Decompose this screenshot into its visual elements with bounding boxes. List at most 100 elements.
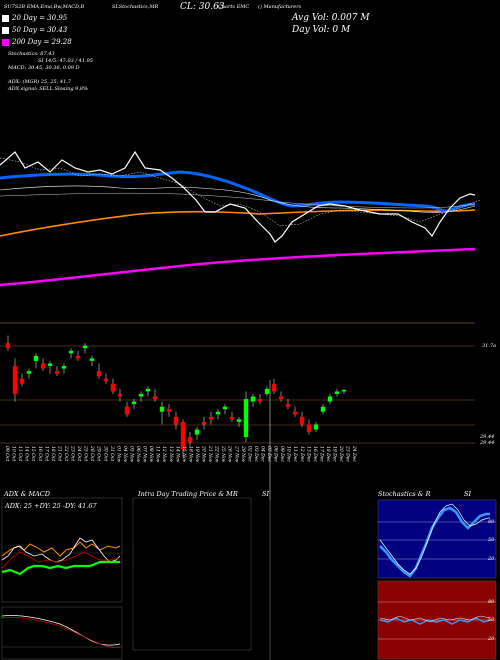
candle-body	[5, 343, 11, 349]
date-tick-label: 25 Nov	[220, 445, 226, 463]
candle-body	[187, 437, 193, 443]
legend-50-day: 50 Day = 30.43	[2, 26, 67, 34]
mr-blue-line	[379, 617, 491, 625]
adx-panel-box	[1, 497, 123, 603]
date-tick-label: 07 Nov	[142, 446, 148, 463]
date-tick-label: 31 Oct	[109, 446, 115, 461]
adx-panel-readout: ADX: 25 +DY: 25 -DY: 41.67	[5, 502, 97, 510]
candle-body	[117, 393, 123, 397]
candle-body	[75, 355, 81, 359]
adx-green-line	[1, 560, 120, 576]
adx-red-line	[1, 551, 121, 569]
macd-red-line	[1, 617, 121, 648]
date-tick-label: 15 Oct	[30, 446, 36, 461]
date-tick-label: 27 Nov	[233, 445, 239, 463]
candle-body	[145, 388, 151, 392]
ema-50-line	[0, 209, 476, 237]
date-tick-label: 21 Nov	[207, 445, 213, 463]
candle-body	[47, 363, 53, 367]
mr-tick-80: 80	[488, 599, 495, 605]
date-tick-label: 26 Nov	[227, 445, 233, 463]
candle-body	[313, 424, 319, 430]
date-tick-label: 11 Dec	[292, 446, 298, 462]
legend-200-day: 200 Day = 29.28	[2, 38, 72, 46]
adx-readout: ADX: (MGR) 25, 25, 41.7	[8, 79, 72, 85]
candle-body	[103, 378, 109, 382]
date-tick-label: 01 Nov	[115, 446, 121, 463]
date-tick-label: 23 Oct	[70, 445, 76, 461]
date-tick-label: 14 Oct	[24, 446, 30, 461]
adx-white-line	[1, 537, 121, 563]
candle-body	[61, 366, 67, 369]
date-tick-label: 06 Dec	[273, 446, 279, 462]
candle-body	[26, 371, 32, 374]
stoch-tick-20: 20	[488, 556, 495, 562]
candle-body	[215, 411, 221, 415]
date-tick-label: 30 Oct	[102, 446, 108, 461]
candle-body	[110, 383, 116, 392]
date-tick-label: 18 Nov	[187, 446, 193, 463]
date-tick-label: 22 Oct	[63, 445, 69, 461]
candle-body	[194, 429, 200, 435]
date-tick-label: 19 Dec	[332, 446, 338, 462]
stochastics-panel-title: Stochastics & R	[378, 490, 431, 498]
macd-readout: MACD: 30.45, 30.36, 0.09 D	[8, 65, 80, 71]
candle-body	[124, 406, 130, 415]
candle-body	[306, 424, 312, 433]
candle-body	[82, 345, 88, 349]
date-tick-label: 15 Nov	[181, 446, 187, 463]
date-tick-label: 16 Oct	[37, 446, 43, 461]
legend-200-swatch	[2, 38, 9, 46]
adx-signal: ADX signal: SELL Sloaing 9.8%	[8, 86, 88, 92]
date-tick-label: 17 Dec	[318, 446, 324, 462]
date-tick-label: 04 Nov	[122, 446, 128, 463]
date-tick-label: 21 Oct	[56, 445, 62, 461]
si-readout: SI 14/5: 47.03 / 41.95	[38, 58, 93, 64]
candle-body	[250, 396, 256, 402]
legend-200-label: 200 Day = 29.28	[12, 38, 72, 46]
stoch-tick-50: 50	[488, 537, 495, 543]
date-axis: 09 Oct 10 Oct 11 Oct 14 Oct 15 Oct 16 Oct 17 O…	[4, 445, 357, 463]
date-tick-label: 28 Oct	[89, 445, 95, 461]
mr-tick-20: 20	[488, 636, 495, 642]
date-tick-label: 10 Oct	[11, 446, 17, 461]
candle-body	[320, 406, 326, 412]
legend-20-swatch	[2, 14, 9, 22]
close-label: CL: 30.63	[180, 2, 225, 12]
ema-200-line	[0, 247, 476, 287]
candle-body	[54, 371, 60, 374]
header-strip-4: () Manufacturers	[258, 4, 302, 10]
candle-body	[327, 396, 333, 402]
date-tick-label: 23 Dec	[345, 445, 351, 462]
stochastics-panel-si: SI	[464, 490, 472, 498]
date-tick-label: 14 Nov	[174, 446, 180, 463]
intraday-panel-si: SI	[262, 490, 270, 498]
date-tick-label: 10 Dec	[286, 446, 292, 462]
header-strip-1: SU7S2B EMA,Ema,Bw,MACD,B	[4, 4, 85, 10]
candle-body	[236, 419, 242, 422]
price-axis-top: 31.7a	[482, 343, 497, 349]
candle-body	[152, 396, 158, 400]
date-tick-label: 17 Oct	[43, 446, 49, 461]
header-strip-2: SLStochastics,MR	[112, 4, 159, 10]
price-line	[0, 150, 476, 243]
date-tick-label: 29 Oct	[96, 445, 102, 461]
header-strip-3: Charts EMC	[218, 4, 250, 10]
candle-body	[285, 404, 291, 407]
candle-body	[166, 409, 172, 412]
macd-panel-box	[1, 606, 123, 660]
date-tick-label: 25 Oct	[83, 445, 89, 461]
legend-20-label: 20 Day = 30.95	[12, 14, 68, 22]
ema-panel	[0, 150, 481, 287]
candle-body	[138, 393, 144, 397]
candle-body	[33, 355, 39, 361]
candle-body	[222, 406, 228, 410]
ema-20-line	[0, 185, 476, 213]
price-axis-low: 29.44	[480, 440, 495, 446]
legend-50-label: 50 Day = 30.43	[12, 26, 68, 34]
candle-body	[40, 363, 46, 369]
candle-body	[292, 411, 298, 415]
legend-20-day: 20 Day = 30.95	[2, 14, 67, 22]
date-tick-label: 13 Dec	[305, 446, 311, 462]
candle-body	[89, 358, 95, 361]
